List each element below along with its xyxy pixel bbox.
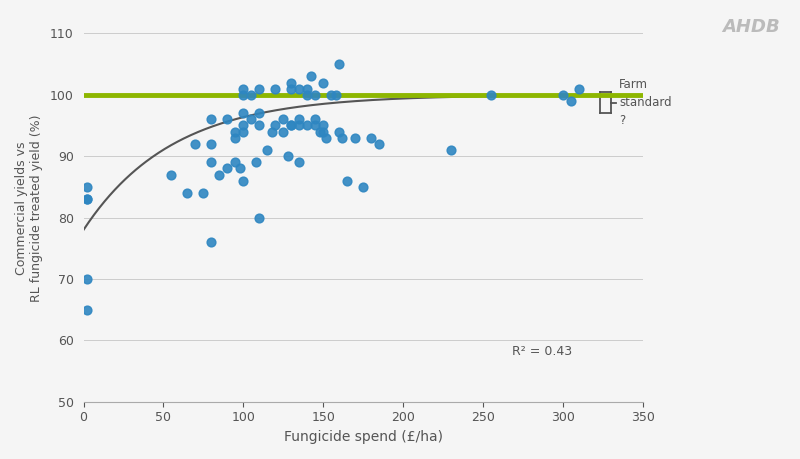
Point xyxy=(237,177,250,185)
Point xyxy=(373,140,386,148)
Text: R² = 0.43: R² = 0.43 xyxy=(512,345,572,358)
Point xyxy=(221,116,234,123)
Y-axis label: Commercial yields vs
RL fungicide treated yield (%): Commercial yields vs RL fungicide treate… xyxy=(15,115,43,302)
Point xyxy=(285,122,298,129)
Point xyxy=(253,110,266,117)
Point xyxy=(234,165,246,172)
Point xyxy=(165,171,178,178)
Point xyxy=(365,134,378,141)
Point xyxy=(445,146,458,154)
Point xyxy=(277,116,290,123)
Point xyxy=(557,91,570,99)
Point xyxy=(253,122,266,129)
Point xyxy=(237,110,250,117)
Point xyxy=(237,85,250,92)
Point xyxy=(237,91,250,99)
Point xyxy=(253,85,266,92)
Point xyxy=(573,85,586,92)
Point xyxy=(336,134,349,141)
Point xyxy=(301,91,314,99)
Point xyxy=(309,122,322,129)
Point xyxy=(269,122,282,129)
Point xyxy=(221,165,234,172)
Point xyxy=(277,128,290,135)
Point xyxy=(333,128,346,135)
Point xyxy=(293,85,306,92)
Text: Farm
standard
?: Farm standard ? xyxy=(619,78,671,127)
Point xyxy=(285,85,298,92)
Point xyxy=(301,122,314,129)
Point xyxy=(197,190,210,197)
Point xyxy=(189,140,202,148)
Point xyxy=(213,171,226,178)
Point xyxy=(320,134,333,141)
Point xyxy=(205,116,218,123)
Point xyxy=(282,152,294,160)
Point xyxy=(330,91,342,99)
Point xyxy=(229,159,242,166)
Point xyxy=(341,177,354,185)
Point xyxy=(229,128,242,135)
Point xyxy=(325,91,338,99)
Point xyxy=(80,183,93,190)
Point xyxy=(314,128,326,135)
Point xyxy=(293,116,306,123)
Point xyxy=(80,275,93,283)
Point xyxy=(333,61,346,68)
Point xyxy=(269,85,282,92)
Text: AHDB: AHDB xyxy=(722,18,780,36)
Point xyxy=(253,214,266,221)
Point xyxy=(80,196,93,203)
Point xyxy=(317,128,330,135)
Point xyxy=(229,134,242,141)
Point xyxy=(293,159,306,166)
Point xyxy=(80,196,93,203)
Point xyxy=(261,146,274,154)
Point xyxy=(285,122,298,129)
Point xyxy=(250,159,262,166)
Point xyxy=(565,97,578,105)
Point xyxy=(285,79,298,86)
Point xyxy=(309,91,322,99)
Point xyxy=(205,159,218,166)
Point xyxy=(304,73,317,80)
Point xyxy=(245,116,258,123)
Point xyxy=(357,183,370,190)
Point xyxy=(80,306,93,313)
Point xyxy=(317,122,330,129)
Point xyxy=(317,79,330,86)
Point xyxy=(309,116,322,123)
Point xyxy=(349,134,362,141)
Point xyxy=(181,190,194,197)
Point xyxy=(293,122,306,129)
X-axis label: Fungicide spend (£/ha): Fungicide spend (£/ha) xyxy=(284,430,442,444)
Point xyxy=(266,128,278,135)
Point xyxy=(485,91,498,99)
Point xyxy=(301,85,314,92)
Point xyxy=(205,239,218,246)
Point xyxy=(237,122,250,129)
Point xyxy=(205,140,218,148)
Point xyxy=(237,128,250,135)
Point xyxy=(245,91,258,99)
